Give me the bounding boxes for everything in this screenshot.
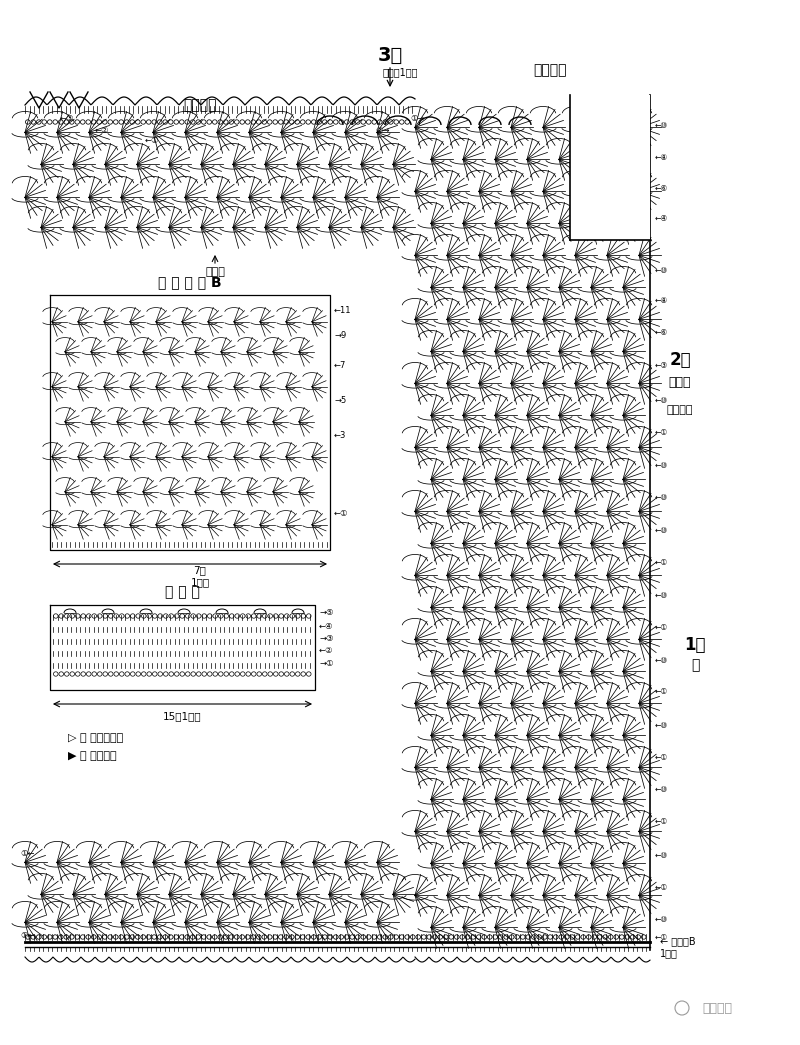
Text: ←7: ←7 [334, 361, 346, 370]
Text: 3図: 3図 [378, 46, 402, 65]
Text: ←⑩: ←⑩ [655, 120, 668, 130]
Text: ←⑩: ←⑩ [655, 526, 668, 534]
Text: ←①: ←① [655, 817, 668, 827]
Text: ▷ ＝ 糸をつける: ▷ ＝ 糸をつける [68, 733, 123, 743]
Text: →5: →5 [334, 395, 346, 404]
Text: 縁編み1段め: 縁編み1段め [382, 67, 418, 77]
Text: ←⑩: ←⑩ [655, 492, 668, 502]
Text: 15目1模様: 15目1模様 [163, 711, 202, 721]
Text: 模 様 編 み B: 模 様 編 み B [158, 275, 222, 289]
Text: 脇: 脇 [691, 658, 699, 672]
Text: ←⑩: ←⑩ [655, 720, 668, 729]
Text: 袖ぐり: 袖ぐり [669, 375, 691, 389]
Text: ←①: ←① [655, 882, 668, 891]
Text: 2図: 2図 [669, 351, 691, 369]
Text: →③: →③ [319, 633, 334, 643]
Text: ←④: ←④ [655, 213, 668, 223]
Text: ←⑧: ←⑧ [575, 156, 588, 164]
Text: →⑤: →⑤ [319, 607, 334, 617]
Text: ←⑩: ←⑩ [655, 461, 668, 469]
Text: ←⑥: ←⑥ [655, 184, 668, 192]
Text: ←⑥: ←⑥ [655, 327, 668, 336]
Text: ←①: ←① [655, 688, 668, 697]
Text: →9: →9 [334, 330, 346, 340]
Text: ←⑧: ←⑧ [655, 153, 668, 162]
Text: ←①: ←① [145, 136, 159, 144]
Text: ←⑩: ←⑩ [655, 590, 668, 600]
Text: ←④: ←④ [319, 622, 334, 630]
Text: ←⑩: ←⑩ [655, 395, 668, 404]
Text: ←⑩: ←⑩ [655, 915, 668, 925]
Text: 肩下がり: 肩下がり [534, 63, 566, 77]
Text: ←①: ←① [655, 427, 668, 437]
Text: ←①: ←① [334, 509, 349, 517]
Text: 糸を返す: 糸を返す [666, 405, 694, 415]
Text: ←11: ←11 [334, 305, 351, 315]
Text: →①: →① [319, 658, 334, 668]
Text: ←①: ←① [655, 557, 668, 566]
Text: ←①: ←① [655, 623, 668, 631]
Text: ②→: ②→ [375, 125, 390, 135]
Text: ←⑩: ←⑩ [655, 655, 668, 665]
Text: ←①: ←① [655, 932, 668, 942]
Text: 後中心: 後中心 [205, 268, 225, 277]
Text: ←⑥: ←⑥ [575, 190, 588, 200]
Text: ←⑩: ←⑩ [655, 786, 668, 794]
Text: ←②: ←② [95, 125, 110, 135]
Text: ←④: ←④ [575, 224, 588, 232]
FancyBboxPatch shape [570, 95, 650, 240]
Text: ←③: ←③ [60, 114, 74, 122]
Text: ①→: ①→ [410, 114, 425, 122]
Text: ←③: ←③ [655, 361, 668, 370]
Text: ←⑩: ←⑩ [655, 851, 668, 859]
Text: ①←: ①← [20, 849, 34, 858]
Text: 7目
1模様: 7目 1模様 [190, 565, 210, 587]
Text: 1図: 1図 [684, 636, 706, 654]
Text: ←②: ←② [319, 646, 334, 654]
Text: ←⑧: ←⑧ [655, 296, 668, 304]
Text: ←⑩: ←⑩ [575, 122, 588, 132]
Text: ←①: ←① [655, 752, 668, 762]
Text: 後衿ぐり: 後衿ぐり [183, 98, 217, 112]
Text: 编织物语: 编织物语 [702, 1001, 732, 1015]
Text: ←3: ←3 [334, 431, 346, 440]
Text: ←⑩: ←⑩ [655, 265, 668, 275]
Text: 縁 編 み: 縁 編 み [165, 585, 200, 599]
Text: ← 横模様B
1段め: ← 横模様B 1段め [660, 936, 696, 958]
Text: ①←: ①← [20, 930, 34, 939]
Text: ▶ ＝ 糸を切る: ▶ ＝ 糸を切る [68, 751, 117, 761]
